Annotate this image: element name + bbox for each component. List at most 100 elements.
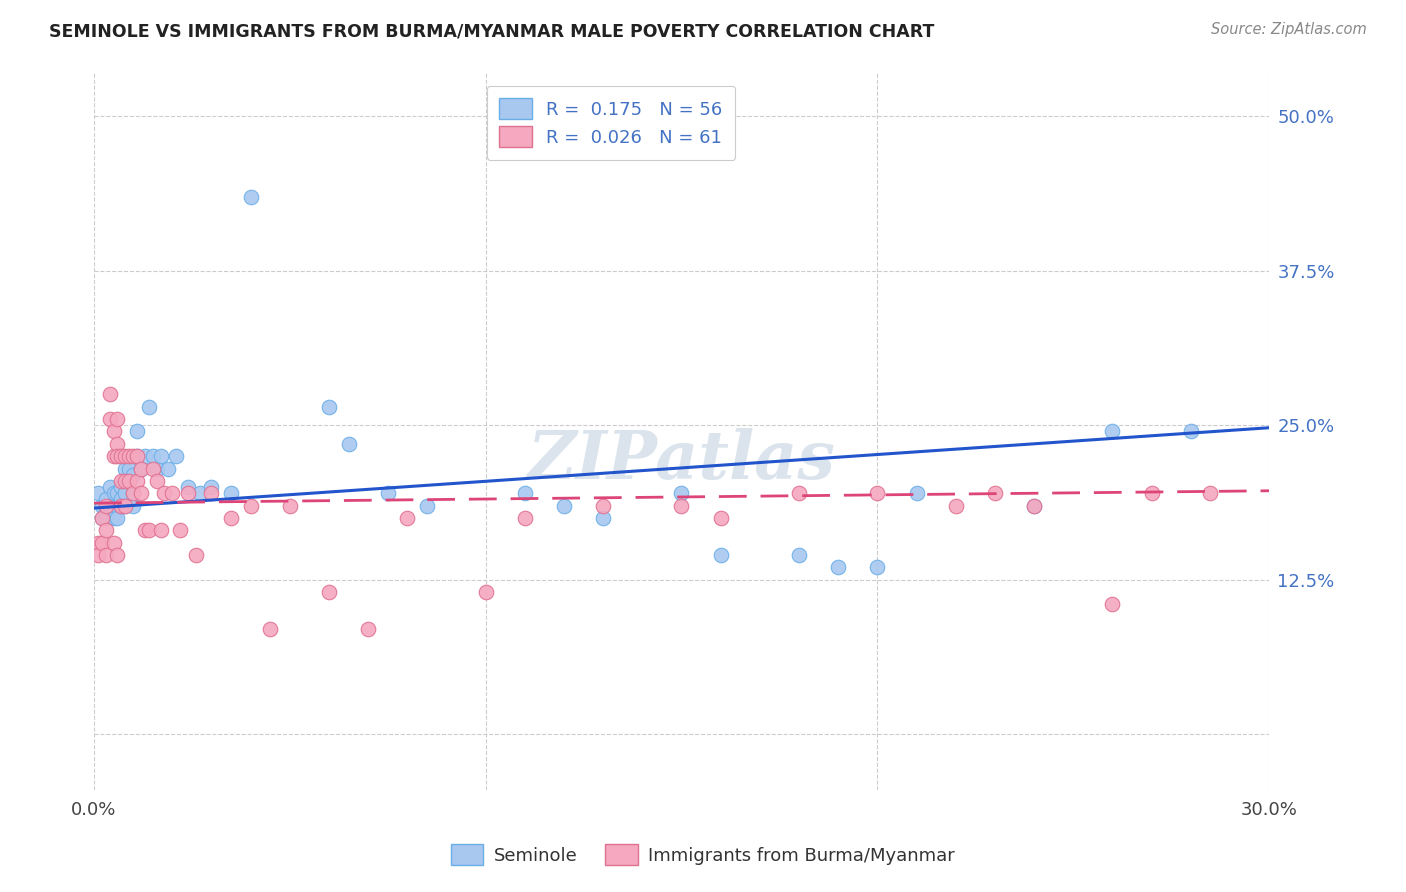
Point — [110, 499, 132, 513]
Point — [200, 486, 222, 500]
Point — [513, 511, 536, 525]
Point — [110, 499, 132, 513]
Point — [278, 499, 301, 513]
Point — [219, 486, 242, 500]
Point — [122, 499, 145, 513]
Point — [122, 449, 145, 463]
Legend: R =  0.175   N = 56, R =  0.026   N = 61: R = 0.175 N = 56, R = 0.026 N = 61 — [486, 86, 735, 160]
Point — [107, 511, 129, 525]
Point — [118, 461, 141, 475]
Point — [107, 412, 129, 426]
Point — [553, 499, 575, 513]
Point — [87, 548, 110, 562]
Point — [184, 548, 207, 562]
Point — [107, 486, 129, 500]
Point — [114, 461, 136, 475]
Point — [98, 499, 121, 513]
Point — [118, 474, 141, 488]
Point — [87, 486, 110, 500]
Point — [200, 480, 222, 494]
Point — [90, 511, 112, 525]
Point — [337, 437, 360, 451]
Point — [138, 524, 160, 538]
Point — [787, 486, 810, 500]
Point — [1199, 486, 1222, 500]
Point — [114, 486, 136, 500]
Point — [1022, 499, 1045, 513]
Point — [114, 499, 136, 513]
Point — [165, 449, 187, 463]
Point — [103, 511, 125, 525]
Point — [110, 474, 132, 488]
Point — [118, 449, 141, 463]
Point — [90, 499, 112, 513]
Point — [122, 486, 145, 500]
Point — [129, 486, 152, 500]
Point — [98, 387, 121, 401]
Point — [90, 511, 112, 525]
Point — [357, 622, 380, 636]
Text: ZIPatlas: ZIPatlas — [527, 427, 835, 492]
Point — [162, 486, 184, 500]
Point — [103, 425, 125, 439]
Point — [592, 511, 614, 525]
Point — [87, 535, 110, 549]
Point — [94, 524, 117, 538]
Point — [138, 400, 160, 414]
Point — [103, 505, 125, 519]
Point — [149, 524, 172, 538]
Point — [94, 505, 117, 519]
Point — [177, 480, 200, 494]
Point — [98, 480, 121, 494]
Point — [787, 548, 810, 562]
Point — [1180, 425, 1202, 439]
Point — [94, 499, 117, 513]
Text: SEMINOLE VS IMMIGRANTS FROM BURMA/MYANMAR MALE POVERTY CORRELATION CHART: SEMINOLE VS IMMIGRANTS FROM BURMA/MYANMA… — [49, 22, 935, 40]
Point — [169, 524, 191, 538]
Point — [134, 449, 156, 463]
Point — [1101, 425, 1123, 439]
Point — [129, 461, 152, 475]
Point — [118, 474, 141, 488]
Point — [129, 461, 152, 475]
Point — [188, 486, 211, 500]
Point — [1101, 598, 1123, 612]
Point — [142, 461, 165, 475]
Point — [122, 467, 145, 482]
Point — [107, 437, 129, 451]
Point — [103, 486, 125, 500]
Point — [110, 480, 132, 494]
Text: Source: ZipAtlas.com: Source: ZipAtlas.com — [1211, 22, 1367, 37]
Point — [145, 474, 167, 488]
Legend: Seminole, Immigrants from Burma/Myanmar: Seminole, Immigrants from Burma/Myanmar — [444, 837, 962, 872]
Point — [125, 449, 148, 463]
Point — [239, 189, 262, 203]
Point — [125, 425, 148, 439]
Point — [145, 461, 167, 475]
Point — [377, 486, 399, 500]
Point — [157, 461, 180, 475]
Point — [114, 474, 136, 488]
Point — [122, 486, 145, 500]
Point — [866, 486, 889, 500]
Point — [710, 548, 733, 562]
Point — [945, 499, 967, 513]
Point — [94, 548, 117, 562]
Point — [474, 585, 496, 599]
Point — [149, 449, 172, 463]
Point — [90, 535, 112, 549]
Point — [107, 499, 129, 513]
Point — [110, 449, 132, 463]
Point — [103, 535, 125, 549]
Point — [318, 400, 340, 414]
Point — [416, 499, 439, 513]
Point — [1022, 499, 1045, 513]
Point — [259, 622, 281, 636]
Point — [114, 499, 136, 513]
Point — [107, 449, 129, 463]
Point — [710, 511, 733, 525]
Point — [103, 449, 125, 463]
Point — [125, 474, 148, 488]
Point — [107, 548, 129, 562]
Point — [114, 449, 136, 463]
